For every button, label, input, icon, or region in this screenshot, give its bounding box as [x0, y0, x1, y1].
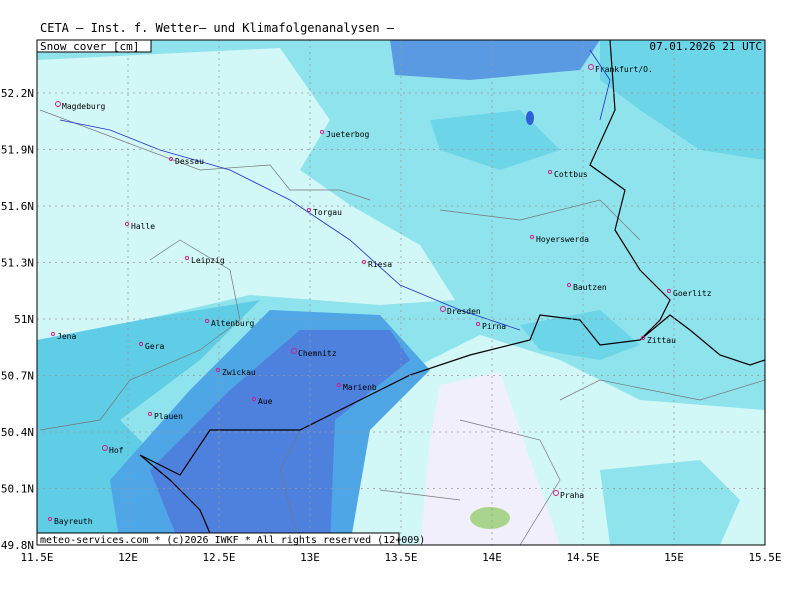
city-marker: [547, 169, 553, 175]
city-label: Zittau: [647, 336, 676, 345]
city-label: Gera: [145, 342, 164, 351]
city-label: Halle: [131, 222, 155, 231]
city-label: Dresden: [447, 307, 481, 316]
boundaries: [39, 40, 765, 545]
city-label: Pirna: [482, 322, 506, 331]
city-marker: [306, 207, 312, 213]
grid: [36, 40, 766, 546]
lon-tick-label: 12E: [118, 551, 138, 564]
lat-tick-label: 51.9N: [1, 144, 34, 157]
city-label: Bautzen: [573, 283, 607, 292]
city-label: Cottbus: [554, 170, 588, 179]
city-label: Hoyerswerda: [536, 235, 589, 244]
parameter-box: [36, 39, 152, 53]
lat-tick-label: 51.6N: [1, 200, 34, 213]
lon-tick-label: 14.5E: [566, 551, 599, 564]
city-label: Jueterbog: [326, 130, 370, 139]
city-label: Frankfurt/O.: [595, 65, 653, 74]
lat-tick-label: 49.8N: [1, 539, 34, 552]
city-marker: [55, 101, 61, 107]
city-label: Aue: [258, 397, 273, 406]
city-marker: [475, 321, 481, 327]
lon-tick-label: 12.5E: [202, 551, 235, 564]
lon-tick-label: 13E: [300, 551, 320, 564]
city-label: Torgau: [313, 208, 342, 217]
city-marker: [666, 288, 672, 294]
city-label: Chemnitz: [298, 349, 337, 358]
city-label: Praha: [560, 491, 584, 500]
city-marker: [640, 335, 646, 341]
city-label: Riesa: [368, 260, 392, 269]
city-marker: [440, 306, 446, 312]
lat-tick-label: 51.3N: [1, 257, 34, 270]
city-label: Hof: [109, 446, 124, 455]
city-label: Zwickau: [222, 368, 256, 377]
city-marker: [147, 411, 153, 417]
lon-tick-label: 15E: [664, 551, 684, 564]
lat-tick-label: 51N: [14, 313, 34, 326]
city-label: Bayreuth: [54, 517, 93, 526]
city-label: Leipzig: [191, 256, 225, 265]
city-marker: [124, 221, 130, 227]
city-label: Marienb: [343, 383, 377, 392]
lat-tick-label: 50.7N: [1, 370, 34, 383]
lat-tick-label: 52.2N: [1, 87, 34, 100]
city-marker: [529, 234, 535, 240]
header-title: CETA — Inst. f. Wetter— und Klimafolgena…: [40, 21, 395, 35]
city-marker: [215, 367, 221, 373]
lon-tick-label: 13.5E: [384, 551, 417, 564]
lon-tick-label: 15.5E: [748, 551, 781, 564]
city-marker: [553, 490, 559, 496]
city-marker: [251, 396, 257, 402]
city-marker: [588, 64, 594, 70]
city-marker: [204, 318, 210, 324]
city-marker: [50, 331, 56, 337]
time: 07.01.2026 21 UTC: [649, 40, 762, 53]
city-marker: [291, 348, 297, 354]
city-marker: [336, 382, 342, 388]
city-marker: [47, 516, 53, 522]
footer: meteo-services.com * (c)2026 IWKF * All …: [40, 535, 425, 546]
city-label: Magdeburg: [62, 102, 106, 111]
city-label: Dessau: [175, 157, 204, 166]
cities: Magdeburg Jueterbog Frankfurt/O. Dessau Cott…: [47, 64, 712, 526]
city-marker: [361, 259, 367, 265]
lat-tick-label: 50.1N: [1, 483, 34, 496]
parameter: Snow_cover [cm]: [40, 40, 139, 53]
city-marker: [319, 129, 325, 135]
city-marker: [102, 445, 108, 451]
frame: [36, 39, 766, 546]
city-label: Goerlitz: [673, 289, 712, 298]
city-marker: [184, 255, 190, 261]
city-marker: [138, 341, 144, 347]
city-label: Jena: [57, 332, 76, 341]
city-label: Altenburg: [211, 319, 255, 328]
city-marker: [566, 282, 572, 288]
city-label: Plauen: [154, 412, 183, 421]
lon-tick-label: 11.5E: [20, 551, 53, 564]
lon-tick-label: 14E: [482, 551, 502, 564]
lat-tick-label: 50.4N: [1, 426, 34, 439]
footer-box: [36, 532, 400, 546]
city-marker: [168, 156, 174, 162]
